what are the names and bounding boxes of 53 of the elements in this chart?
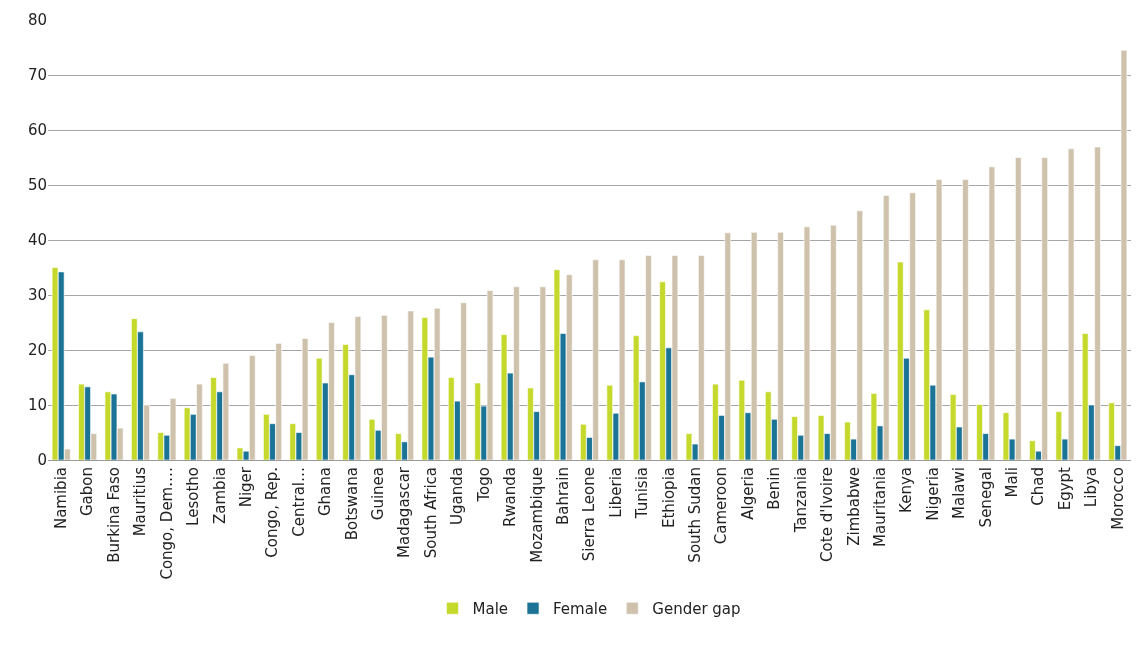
x-tick-label: Mozambique bbox=[527, 467, 546, 563]
x-tick-label: Algeria bbox=[738, 467, 757, 520]
x-tick-label: Namibia bbox=[52, 467, 71, 530]
x-tick-label: Madagascar bbox=[395, 466, 414, 558]
legend-label: Female bbox=[553, 600, 608, 619]
x-tick-label: South Sudan bbox=[686, 467, 705, 563]
x-tick-label: Zambia bbox=[210, 467, 229, 524]
x-tick-label: Niger bbox=[236, 466, 255, 508]
x-tick-label: Liberia bbox=[606, 467, 625, 518]
legend-label: Male bbox=[472, 600, 509, 619]
x-tick-label: Mauritania bbox=[870, 467, 889, 547]
x-tick-label: South Africa bbox=[421, 467, 440, 559]
x-tick-label: Senegal bbox=[976, 467, 995, 528]
x-tick-label: Uganda bbox=[448, 467, 467, 525]
x-tick-label: Malawi bbox=[950, 467, 969, 519]
y-tick-label: 20 bbox=[27, 341, 47, 360]
x-tick-label: Morocco bbox=[1108, 467, 1127, 530]
x-tick-label: Nigeria bbox=[923, 467, 942, 521]
x-tick-label: Tunisia bbox=[633, 467, 652, 520]
x-tick-label: Tanzania bbox=[791, 467, 810, 534]
x-tick-label: Sierra Leone bbox=[580, 467, 599, 562]
x-tick-label: Togo bbox=[474, 467, 493, 503]
x-tick-label: Congo, Dem.… bbox=[157, 467, 176, 580]
legend-label: Gender gap bbox=[652, 600, 741, 619]
x-tick-label: Kenya bbox=[897, 467, 916, 513]
y-tick-label: 80 bbox=[27, 11, 47, 30]
x-tick-label: Bahrain bbox=[553, 467, 572, 526]
x-tick-label: Benin bbox=[765, 467, 784, 510]
x-tick-label: Ghana bbox=[316, 467, 335, 517]
x-tick-label: Rwanda bbox=[501, 467, 520, 528]
y-tick-label: 10 bbox=[27, 396, 47, 415]
x-tick-label: Mauritius bbox=[131, 466, 150, 537]
x-tick-label: Cameroon bbox=[712, 467, 731, 545]
y-tick-label: 0 bbox=[37, 451, 47, 470]
x-tick-label: Zimbabwe bbox=[844, 467, 863, 546]
x-tick-label: Botswana bbox=[342, 467, 361, 541]
x-tick-label: Chad bbox=[1029, 467, 1048, 506]
x-tick-label: Congo, Rep. bbox=[263, 467, 282, 558]
x-tick-label: Central… bbox=[289, 467, 308, 537]
x-tick-label: Gabon bbox=[78, 467, 97, 517]
x-tick-label: Guinea bbox=[369, 467, 388, 521]
y-tick-label: 60 bbox=[27, 121, 47, 140]
x-tick-label: Cote d'Ivoire bbox=[818, 467, 837, 562]
x-tick-label: Lesotho bbox=[184, 467, 203, 526]
y-tick-label: 30 bbox=[27, 286, 47, 305]
x-tick-label: Mali bbox=[1003, 467, 1022, 498]
y-tick-label: 40 bbox=[27, 231, 47, 250]
x-tick-label: Burkina Faso bbox=[104, 467, 123, 563]
x-tick-label: Ethiopia bbox=[659, 467, 678, 529]
x-tick-label: Libya bbox=[1082, 467, 1101, 508]
y-tick-label: 50 bbox=[27, 176, 47, 195]
x-tick-label: Egypt bbox=[1055, 466, 1074, 511]
y-tick-label: 70 bbox=[27, 66, 47, 85]
